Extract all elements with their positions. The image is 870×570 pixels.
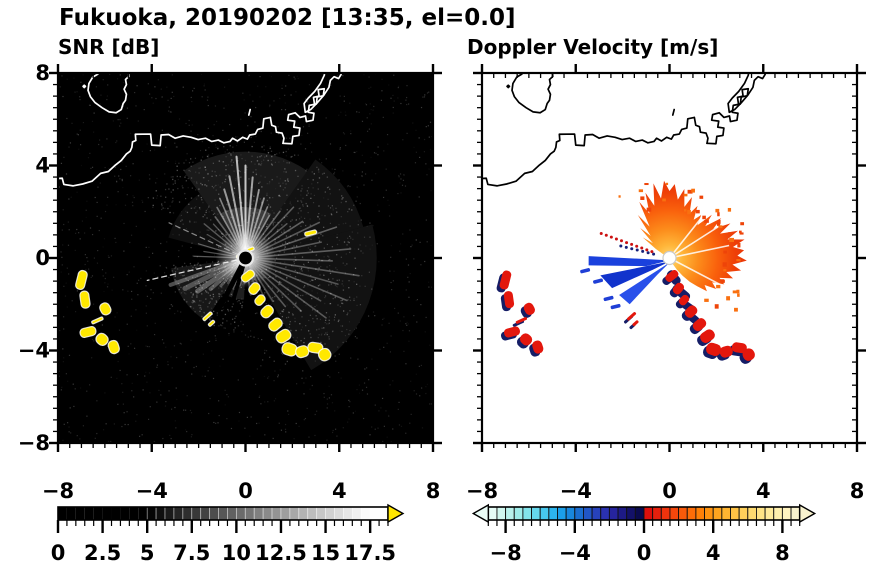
svg-text:−8: −8 [466, 479, 498, 503]
snr-panel-title: SNR [dB] [58, 35, 160, 59]
svg-text:4: 4 [35, 154, 50, 178]
svg-text:2.5: 2.5 [84, 541, 121, 565]
snr-panel [58, 73, 433, 443]
velocity-radar-center-dot [662, 250, 677, 266]
svg-text:17.5: 17.5 [344, 541, 396, 565]
velocity-colorbar-left-arrow [471, 503, 489, 524]
snr-sea-clutter-echoes [75, 229, 332, 362]
velocity-colorbar: −8 −4 0 4 8 [471, 503, 817, 565]
svg-text:−8: −8 [42, 479, 74, 503]
svg-text:5: 5 [140, 541, 155, 565]
svg-text:−4: −4 [18, 339, 50, 363]
svg-text:7.5: 7.5 [173, 541, 210, 565]
svg-text:−4: −4 [136, 479, 168, 503]
svg-text:12.5: 12.5 [255, 541, 307, 565]
svg-text:4: 4 [332, 479, 347, 503]
snr-coastline [58, 73, 342, 187]
velocity-clutter-echoes [496, 270, 755, 364]
svg-text:−4: −4 [560, 479, 592, 503]
velocity-colorbar-right-arrow [799, 503, 817, 524]
snr-x-tick-labels: −8 −4 0 4 8 [42, 479, 440, 503]
svg-text:0: 0 [51, 541, 66, 565]
velocity-scattered-dots [618, 182, 745, 312]
svg-text:8: 8 [775, 541, 790, 565]
snr-colorbar: 0 2.5 5 7.5 10 12.5 15 17.5 [51, 503, 405, 565]
page-title: Fukuoka, 20190202 [13:35, el=0.0] [59, 5, 516, 31]
velocity-axis-ticks [473, 64, 866, 452]
svg-text:10: 10 [222, 541, 251, 565]
svg-text:8: 8 [35, 61, 50, 85]
svg-text:0: 0 [238, 479, 253, 503]
svg-text:15: 15 [311, 541, 340, 565]
svg-text:−8: −8 [18, 431, 50, 455]
velocity-x-tick-labels: −8 −4 0 4 8 [466, 479, 864, 503]
svg-text:8: 8 [850, 479, 865, 503]
snr-axis-ticks [49, 64, 442, 452]
svg-text:8: 8 [426, 479, 441, 503]
velocity-outbound-fan [637, 180, 747, 292]
svg-text:4: 4 [756, 479, 771, 503]
svg-text:−4: −4 [559, 541, 591, 565]
svg-text:−8: −8 [489, 541, 521, 565]
svg-text:0: 0 [662, 479, 677, 503]
velocity-panel-title: Doppler Velocity [m/s] [467, 35, 719, 59]
snr-colorbar-overflow-arrow [387, 503, 405, 524]
y-tick-labels: −8 −4 0 4 8 [18, 61, 50, 455]
svg-text:0: 0 [35, 246, 50, 270]
svg-text:0: 0 [637, 541, 652, 565]
velocity-coastline [482, 73, 766, 187]
svg-text:4: 4 [706, 541, 721, 565]
velocity-inbound-wedge [580, 256, 670, 310]
snr-noise-speckle [58, 73, 433, 443]
snr-radar-center-dot [236, 249, 255, 267]
velocity-panel [482, 73, 857, 443]
